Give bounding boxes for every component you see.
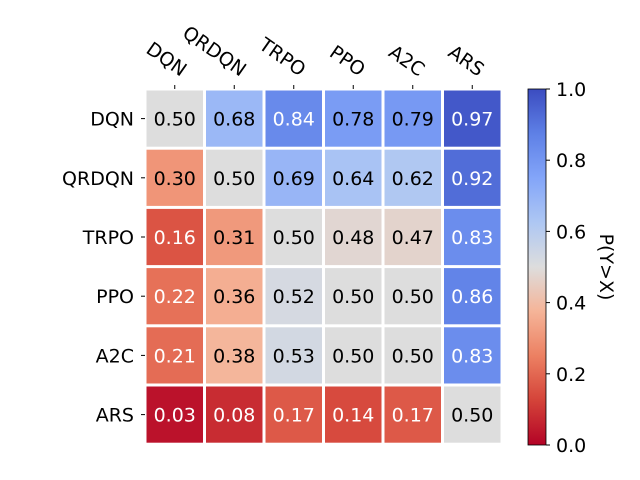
heatmap-cell — [384, 208, 441, 266]
heatmap-cell — [146, 386, 203, 443]
heatmap-cell — [444, 268, 501, 325]
heatmap-cells: 0.50 0.68 0.84 0.78 0.79 0.97 0.30 0.50 0.69 0.64… — [146, 90, 501, 443]
cell-value-label: 0.50 — [392, 345, 434, 367]
heatmap-cell — [444, 386, 501, 443]
cell-value-label: 0.48 — [332, 227, 374, 249]
heatmap-cell — [444, 149, 501, 206]
heatmap-cell — [146, 268, 203, 325]
heatmap-cell — [325, 386, 382, 443]
heatmap-cell — [325, 268, 382, 325]
colorbar-ticks: 0.0 0.2 0.4 0.6 0.8 1.0 — [546, 79, 586, 457]
colorbar-tick-label: 0.6 — [556, 221, 586, 243]
row-label: QRDQN — [62, 168, 134, 190]
cell-value-label: 0.84 — [273, 109, 315, 131]
cell-value-label: 0.50 — [154, 109, 196, 131]
cell-value-label: 0.50 — [213, 168, 255, 190]
cell-value-label: 0.86 — [451, 286, 493, 308]
cell-value-label: 0.83 — [451, 345, 493, 367]
cell-value-label: 0.64 — [332, 168, 374, 190]
heatmap-cell — [325, 149, 382, 206]
row-labels: DQN QRDQN TRPO PPO A2C ARS — [62, 109, 145, 427]
cell-value-label: 0.83 — [451, 227, 493, 249]
cell-value-label: 0.50 — [273, 227, 315, 249]
colorbar-tick-label: 0.8 — [556, 150, 586, 172]
heatmap-cell — [206, 268, 263, 325]
cell-value-label: 0.14 — [332, 405, 374, 427]
heatmap-cell — [206, 208, 263, 266]
cell-value-label: 0.69 — [273, 168, 315, 190]
colorbar-tick-label: 1.0 — [556, 79, 586, 101]
column-label: A2C — [384, 41, 428, 81]
cell-value-label: 0.38 — [213, 345, 255, 367]
cell-value-label: 0.78 — [332, 109, 374, 131]
heatmap-cell — [265, 327, 322, 384]
cell-value-label: 0.97 — [451, 109, 493, 131]
colorbar-scale — [527, 88, 547, 446]
column-label: PPO — [325, 41, 369, 81]
cell-value-label: 0.50 — [392, 286, 434, 308]
heatmap-cell — [146, 90, 203, 147]
heatmap-cell — [444, 327, 501, 384]
cell-value-label: 0.92 — [451, 168, 493, 190]
heatmap-cell — [206, 386, 263, 443]
cell-value-label: 0.62 — [392, 168, 434, 190]
cell-value-label: 0.47 — [392, 227, 434, 249]
column-label: TRPO — [254, 33, 309, 81]
cell-value-label: 0.50 — [332, 345, 374, 367]
row-label: ARS — [96, 405, 134, 427]
heatmap-cell — [206, 90, 263, 147]
heatmap-cell — [206, 327, 263, 384]
heatmap-cell — [384, 90, 441, 147]
cell-value-label: 0.22 — [154, 286, 196, 308]
cell-value-label: 0.50 — [332, 286, 374, 308]
heatmap-cell — [146, 208, 203, 266]
heatmap-cell — [325, 327, 382, 384]
heatmap-cell — [265, 268, 322, 325]
cell-value-label: 0.68 — [213, 109, 255, 131]
heatmap-cell — [384, 149, 441, 206]
cell-value-label: 0.79 — [392, 109, 434, 131]
colorbar-label: P(Y>X) — [595, 234, 617, 301]
cell-value-label: 0.30 — [154, 168, 196, 190]
heatmap-cell — [265, 386, 322, 443]
row-label: A2C — [96, 345, 134, 367]
heatmap-cell — [444, 90, 501, 147]
column-label: ARS — [444, 41, 488, 81]
heatmap-cell — [206, 149, 263, 206]
row-label: DQN — [90, 109, 134, 131]
colorbar-tick-label: 0.2 — [556, 364, 586, 386]
cell-value-label: 0.03 — [154, 405, 196, 427]
heatmap-cell — [146, 327, 203, 384]
cell-value-label: 0.36 — [213, 286, 255, 308]
heatmap-cell — [325, 208, 382, 266]
column-label: DQN — [142, 38, 191, 81]
cell-value-label: 0.53 — [273, 345, 315, 367]
cell-value-label: 0.17 — [392, 405, 434, 427]
cell-value-label: 0.21 — [154, 345, 196, 367]
cell-value-label: 0.08 — [213, 405, 255, 427]
cell-value-label: 0.50 — [451, 405, 493, 427]
colorbar: 0.0 0.2 0.4 0.6 0.8 1.0 P(Y>X) — [527, 79, 617, 457]
cell-value-label: 0.31 — [213, 227, 255, 249]
heatmap-cell — [265, 90, 322, 147]
heatmap-cell — [384, 268, 441, 325]
row-label: TRPO — [82, 227, 134, 249]
cell-value-label: 0.17 — [273, 405, 315, 427]
column-label: QRDQN — [178, 22, 250, 81]
heatmap-cell — [146, 149, 203, 206]
cell-value-label: 0.52 — [273, 286, 315, 308]
heatmap-cell — [265, 149, 322, 206]
row-label: PPO — [96, 286, 134, 308]
heatmap-cell — [325, 90, 382, 147]
heatmap-cell — [384, 386, 441, 443]
colorbar-tick-label: 0.4 — [556, 293, 586, 315]
heatmap-cell — [444, 208, 501, 266]
colorbar-tick-label: 0.0 — [556, 435, 586, 457]
cell-value-label: 0.16 — [154, 227, 196, 249]
heatmap-cell — [384, 327, 441, 384]
heatmap-cell — [265, 208, 322, 266]
